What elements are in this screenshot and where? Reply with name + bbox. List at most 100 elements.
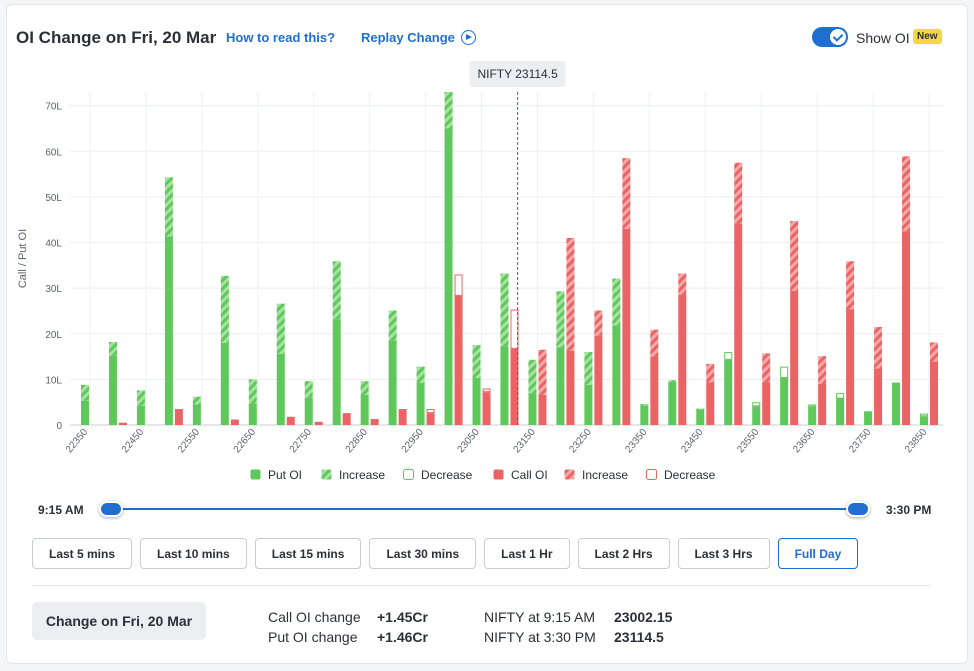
legend-label: Put OI <box>268 468 302 482</box>
put-oi-bar <box>556 347 565 425</box>
call-oi-bar <box>734 223 743 425</box>
put-oi-bar <box>388 340 397 425</box>
x-tick-label: 23450 <box>679 427 706 456</box>
put-oi-bar <box>332 319 341 425</box>
call-increase-bar <box>818 356 827 384</box>
put-increase-bar <box>696 408 705 410</box>
x-tick-label: 23150 <box>511 427 538 456</box>
nifty-end-label: NIFTY at 3:30 PM <box>484 629 596 645</box>
put-oi-bar <box>472 378 481 425</box>
put-oi-bar <box>920 416 929 425</box>
slider-end-handle[interactable] <box>846 501 870 517</box>
put-oi-bar <box>164 236 173 425</box>
call-increase-bar <box>846 261 855 310</box>
put-increase-bar <box>332 261 341 320</box>
range-button-last-2-hrs[interactable]: Last 2 Hrs <box>577 538 670 569</box>
put-oi-bar <box>220 342 229 425</box>
new-badge: New <box>913 29 942 44</box>
page-title: OI Change on Fri, 20 Mar <box>16 28 217 47</box>
call-oi-bar <box>230 419 239 425</box>
call-oi-bar <box>706 382 715 425</box>
call-oi-bar <box>930 361 939 425</box>
put-increase-bar <box>304 381 313 398</box>
range-button-last-10-mins[interactable]: Last 10 mins <box>140 538 247 569</box>
range-button-last-5-mins[interactable]: Last 5 mins <box>32 538 133 569</box>
range-button-last-3-hrs[interactable]: Last 3 Hrs <box>677 538 770 569</box>
time-slider-track[interactable] <box>106 508 852 510</box>
range-button-full-day[interactable]: Full Day <box>777 538 859 569</box>
show-oi-toggle[interactable] <box>812 27 848 47</box>
put-increase-bar <box>640 404 649 406</box>
put-decrease-bar <box>724 352 733 360</box>
legend-swatch <box>646 469 657 480</box>
nifty-end-value: 23114.5 <box>614 629 664 645</box>
legend-label: Call OI <box>511 468 548 482</box>
put-oi-bar <box>892 382 901 425</box>
put-increase-bar <box>220 275 229 343</box>
put-oi-bar <box>808 406 817 425</box>
put-oi-bar <box>584 384 593 425</box>
put-increase-bar <box>276 303 285 354</box>
put-oi-bar <box>640 405 649 425</box>
call-oi-change-value: +1.45Cr <box>377 609 428 625</box>
range-button-last-1-hr[interactable]: Last 1 Hr <box>484 538 570 569</box>
put-oi-bar <box>108 355 117 425</box>
put-increase-bar <box>416 366 425 384</box>
put-decrease-bar <box>780 366 789 379</box>
call-increase-bar <box>874 326 883 369</box>
put-increase-bar <box>136 390 145 406</box>
put-increase-bar <box>164 177 173 237</box>
call-oi-bar <box>314 421 323 425</box>
nifty-start-label: NIFTY at 9:15 AM <box>484 609 596 625</box>
x-tick-label: 22350 <box>64 427 91 456</box>
x-tick-label: 23250 <box>567 427 594 456</box>
call-oi-bar <box>874 368 883 425</box>
call-increase-bar <box>734 162 743 224</box>
y-tick-label: 40L <box>45 239 62 250</box>
how-to-read-link[interactable]: How to read this? <box>226 30 336 45</box>
call-oi-bar <box>762 382 771 425</box>
call-increase-bar <box>790 221 799 291</box>
y-tick-label: 0 <box>56 421 62 432</box>
legend-label: Increase <box>582 468 628 482</box>
put-increase-bar <box>528 359 537 394</box>
put-oi-bar <box>136 405 145 425</box>
put-increase-bar <box>584 352 593 385</box>
slider-start-handle[interactable] <box>99 501 123 517</box>
range-button-last-15-mins[interactable]: Last 15 mins <box>254 538 362 569</box>
call-oi-bar <box>650 356 659 425</box>
put-increase-bar <box>248 379 257 404</box>
x-tick-label: 22950 <box>400 427 427 456</box>
call-oi-bar <box>398 410 407 425</box>
put-oi-bar <box>612 325 621 425</box>
legend-swatch <box>321 469 332 480</box>
call-decrease-bar <box>398 409 407 411</box>
call-oi-bar <box>286 416 295 425</box>
change-date-button[interactable]: Change on Fri, 20 Mar <box>32 602 206 640</box>
legend-label: Decrease <box>664 468 716 482</box>
put-oi-bar <box>752 406 761 425</box>
put-oi-bar <box>668 382 677 425</box>
replay-change-button[interactable]: Replay Change <box>361 30 476 45</box>
put-increase-bar <box>388 310 397 341</box>
put-oi-bar <box>248 403 257 425</box>
put-oi-bar <box>276 353 285 425</box>
range-button-last-30-mins[interactable]: Last 30 mins <box>369 538 477 569</box>
call-oi-bar <box>342 413 351 425</box>
call-decrease-bar <box>482 388 491 393</box>
legend-swatch <box>493 469 504 480</box>
put-oi-bar <box>444 128 453 425</box>
put-oi-bar <box>80 400 89 425</box>
play-icon <box>460 30 476 45</box>
call-increase-bar <box>566 237 575 351</box>
legend-swatch <box>564 469 575 480</box>
put-oi-bar <box>500 346 509 425</box>
put-oi-bar <box>528 393 537 425</box>
put-decrease-bar <box>836 393 845 399</box>
y-axis-label: Call / Put OI <box>17 229 29 288</box>
y-tick-label: 10L <box>45 375 62 386</box>
put-increase-bar <box>556 291 565 348</box>
x-tick-label: 22850 <box>344 427 371 456</box>
toggle-knob <box>830 29 846 45</box>
put-oi-bar <box>192 404 201 425</box>
